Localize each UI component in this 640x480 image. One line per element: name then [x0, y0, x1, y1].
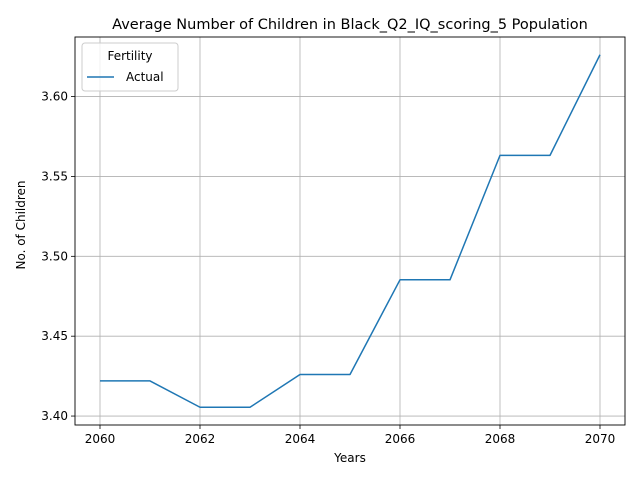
- x-tick-label: 2066: [385, 432, 416, 446]
- legend-box: [81, 42, 179, 92]
- y-tick-label: 3.50: [41, 249, 68, 263]
- plot-area-frame: [74, 36, 626, 426]
- x-tick-label: 2060: [85, 432, 116, 446]
- y-tick-label: 3.40: [41, 409, 68, 423]
- y-axis-ticks: 3.40 3.45 3.50 3.55 3.60: [41, 90, 75, 423]
- legend-label: Actual: [126, 70, 164, 84]
- grid: [75, 37, 625, 425]
- x-tick-label: 2068: [485, 432, 516, 446]
- x-axis-label: Years: [333, 451, 366, 465]
- y-tick-label: 3.55: [41, 169, 68, 183]
- y-tick-label: 3.60: [41, 90, 68, 104]
- x-axis-ticks: 2060 2062 2064 2066 2068 2070: [85, 425, 616, 446]
- series-layer: [100, 54, 601, 409]
- chart-title: Average Number of Children in Black_Q2_I…: [112, 17, 588, 33]
- x-tick-label: 2070: [585, 432, 616, 446]
- y-tick-label: 3.45: [41, 329, 68, 343]
- series-line: [100, 54, 601, 409]
- y-axis-label: No. of Children: [14, 180, 28, 269]
- x-tick-label: 2064: [285, 432, 316, 446]
- legend: Fertility Actual: [81, 42, 179, 92]
- x-tick-label: 2062: [185, 432, 216, 446]
- legend-title: Fertility: [107, 49, 152, 63]
